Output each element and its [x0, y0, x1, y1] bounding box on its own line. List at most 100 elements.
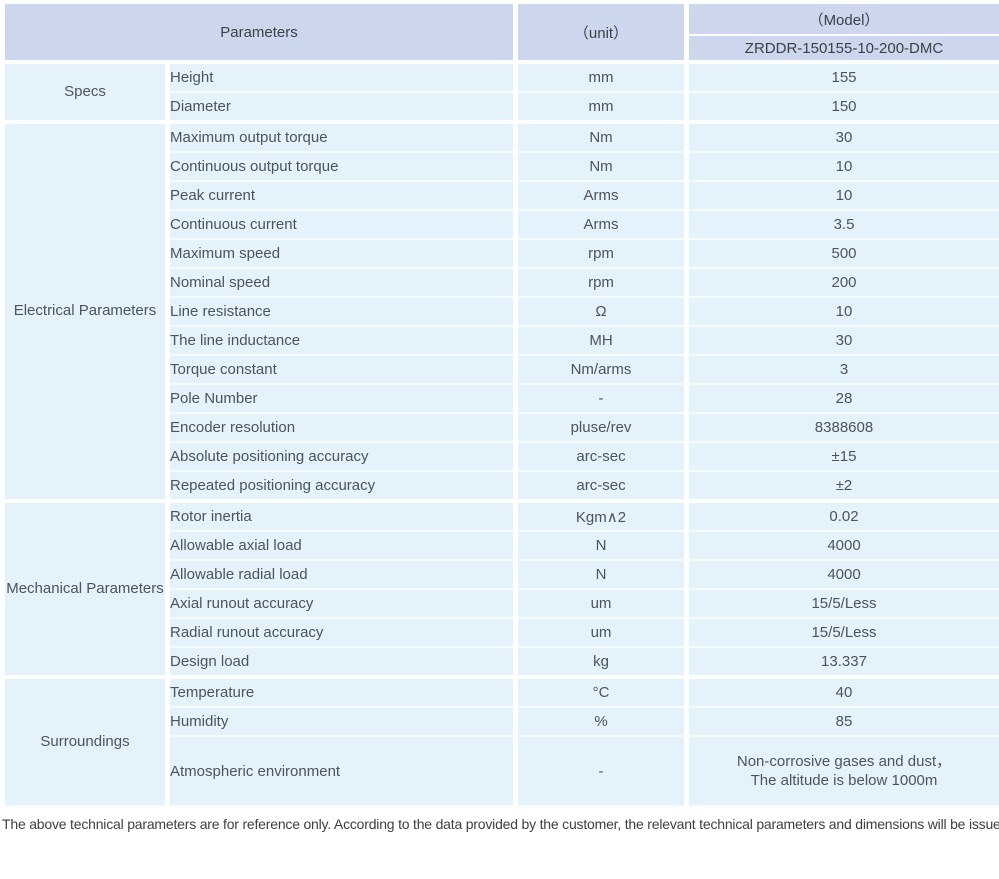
value-cell: 85: [684, 706, 999, 737]
spec-table: Parameters （unit） （Model） ZRDDR-150155-1…: [0, 4, 999, 807]
value-cell: ±15: [684, 441, 999, 472]
unit-cell: pluse/rev: [513, 412, 689, 443]
unit-cell: mm: [513, 61, 689, 93]
param-cell: Design load: [165, 646, 518, 678]
table-row: Mechanical Parameters Rotor inertia Kgm∧…: [0, 500, 999, 678]
param-cell: Line resistance: [165, 296, 518, 327]
header-model: （Model）: [684, 4, 999, 36]
unit-cell: arc-sec: [513, 470, 689, 502]
value-cell: 10: [684, 151, 999, 182]
value-cell: 30: [684, 325, 999, 356]
param-cell: Height: [165, 61, 518, 93]
group-label-surroundings: Surroundings: [0, 676, 170, 807]
table-row: Absolute positioning accuracy arc-sec ±1…: [3, 441, 999, 472]
table-row: Electrical Parameters Maximum output tor…: [0, 121, 999, 502]
unit-cell: MH: [513, 325, 689, 356]
value-cell: 3.5: [684, 209, 999, 240]
param-cell: Continuous current: [165, 209, 518, 240]
unit-cell: Kgm∧2: [513, 500, 689, 532]
unit-cell: rpm: [513, 238, 689, 269]
param-cell: Axial runout accuracy: [165, 588, 518, 619]
value-cell: 500: [684, 238, 999, 269]
param-cell: Allowable axial load: [165, 530, 518, 561]
table-row: Peak current Arms 10: [3, 180, 999, 211]
table-row: Torque constant Nm/arms 3: [3, 354, 999, 385]
table-row: The line inductance MH 30: [3, 325, 999, 356]
param-cell: Diameter: [165, 91, 518, 123]
unit-cell: Nm/arms: [513, 354, 689, 385]
value-cell: 28: [684, 383, 999, 414]
header-model-code: ZRDDR-150155-10-200-DMC: [684, 35, 999, 63]
section-surroundings: Surroundings Temperature °C 40 Humidity …: [0, 676, 999, 807]
value-cell: 155: [684, 61, 999, 93]
unit-cell: N: [513, 559, 689, 590]
param-cell: Repeated positioning accuracy: [165, 470, 518, 502]
value-cell: 13.337: [684, 646, 999, 678]
param-cell: Atmospheric environment: [165, 735, 518, 807]
unit-cell: mm: [513, 91, 689, 123]
unit-cell: -: [513, 735, 689, 807]
value-cell: 40: [684, 676, 999, 708]
value-cell: 200: [684, 267, 999, 298]
table-row: Nominal speed rpm 200: [3, 267, 999, 298]
param-cell: Rotor inertia: [165, 500, 518, 532]
value-cell: ±2: [684, 470, 999, 502]
unit-cell: Nm: [513, 121, 689, 153]
unit-cell: um: [513, 588, 689, 619]
footnote-text: The above technical parameters are for r…: [2, 816, 999, 832]
unit-cell: %: [513, 706, 689, 737]
param-cell: Allowable radial load: [165, 559, 518, 590]
value-cell: 10: [684, 180, 999, 211]
section-mechanical: Mechanical Parameters Rotor inertia Kgm∧…: [0, 500, 999, 678]
param-cell: Continuous output torque: [165, 151, 518, 182]
value-cell: 15/5/Less: [684, 617, 999, 648]
table-row: Pole Number - 28: [3, 383, 999, 414]
section-specs: Specs Height mm 155 Diameter mm 150: [0, 61, 999, 123]
table-row: Diameter mm 150: [3, 91, 999, 123]
value-cell: 10: [684, 296, 999, 327]
value-cell: 8388608: [684, 412, 999, 443]
param-cell: The line inductance: [165, 325, 518, 356]
table-row: Repeated positioning accuracy arc-sec ±2: [3, 470, 999, 502]
value-cell: 30: [684, 121, 999, 153]
unit-cell: N: [513, 530, 689, 561]
param-cell: Pole Number: [165, 383, 518, 414]
param-cell: Encoder resolution: [165, 412, 518, 443]
param-cell: Temperature: [165, 676, 518, 708]
table-row: Allowable axial load N 4000: [3, 530, 999, 561]
param-cell: Absolute positioning accuracy: [165, 441, 518, 472]
group-label-mechanical: Mechanical Parameters: [0, 500, 170, 678]
unit-cell: -: [513, 383, 689, 414]
section-electrical: Electrical Parameters Maximum output tor…: [0, 121, 999, 502]
unit-cell: um: [513, 617, 689, 648]
param-cell: Humidity: [165, 706, 518, 737]
table-row: Allowable radial load N 4000: [3, 559, 999, 590]
param-cell: Maximum speed: [165, 238, 518, 269]
value-cell: 0.02: [684, 500, 999, 532]
unit-cell: °C: [513, 676, 689, 708]
unit-cell: Nm: [513, 151, 689, 182]
table-row: Atmospheric environment - Non-corrosive …: [3, 735, 999, 807]
value-cell: Non-corrosive gases and dust， The altitu…: [684, 735, 999, 807]
param-cell: Peak current: [165, 180, 518, 211]
table-row: Axial runout accuracy um 15/5/Less: [3, 588, 999, 619]
param-cell: Nominal speed: [165, 267, 518, 298]
table-row: Maximum speed rpm 500: [3, 238, 999, 269]
table-row: Encoder resolution pluse/rev 8388608: [3, 412, 999, 443]
value-cell: 3: [684, 354, 999, 385]
header-unit: （unit）: [513, 4, 689, 63]
table-row: Radial runout accuracy um 15/5/Less: [3, 617, 999, 648]
table-header: Parameters （unit） （Model） ZRDDR-150155-1…: [0, 4, 999, 63]
table-row: Surroundings Temperature °C 40: [0, 676, 999, 807]
unit-cell: Arms: [513, 180, 689, 211]
table-row: Design load kg 13.337: [3, 646, 999, 678]
unit-cell: kg: [513, 646, 689, 678]
unit-cell: arc-sec: [513, 441, 689, 472]
table-row: Humidity % 85: [3, 706, 999, 737]
group-label-specs: Specs: [0, 61, 170, 123]
value-cell: 15/5/Less: [684, 588, 999, 619]
param-cell: Radial runout accuracy: [165, 617, 518, 648]
value-cell: 150: [684, 91, 999, 123]
header-parameters: Parameters: [0, 4, 518, 63]
